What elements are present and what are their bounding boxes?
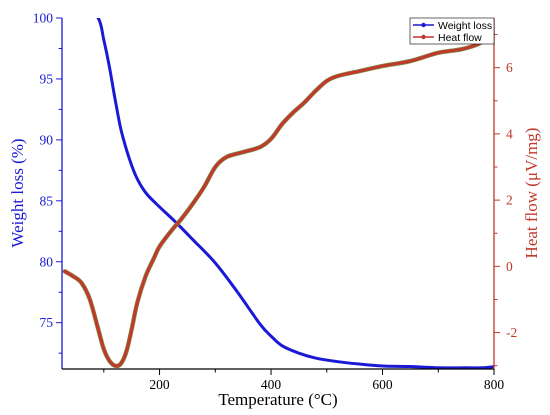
x-tick-label: 200 [149, 377, 170, 392]
right-tick-label: 0 [506, 259, 513, 274]
series-line-weight-loss [96, 18, 494, 369]
x-tick-label: 600 [372, 377, 393, 392]
series-line-heat-flow-shadow [62, 32, 494, 369]
left-tick-label: 95 [40, 71, 54, 86]
x-axis-label: Temperature (°C) [218, 390, 337, 409]
legend-box [409, 17, 495, 45]
ticks-layer: 200 400 600 800 75 80 85 90 95 100 -2 0 2 4 6 [33, 11, 518, 393]
series-line-heat-flow [63, 33, 494, 368]
right-axis-label: Heat flow (μV/mg) [522, 128, 541, 259]
legend-label-weight-loss: Weight loss [438, 20, 492, 32]
x-tick-label: 400 [261, 377, 282, 392]
legend-marker-heat-flow [421, 34, 426, 40]
left-tick-label: 90 [40, 132, 54, 147]
right-tick-label: 4 [506, 126, 513, 141]
left-tick-label: 85 [40, 193, 54, 208]
right-tick-label: 6 [506, 60, 513, 75]
legend: Weight loss Heat flow [409, 17, 495, 45]
right-tick-label: -2 [506, 325, 517, 340]
left-tick-label: 80 [40, 254, 54, 269]
series-layer [62, 18, 494, 369]
left-tick-label: 100 [33, 11, 54, 26]
right-tick-label: 2 [506, 193, 513, 208]
legend-label-heat-flow: Heat flow [438, 32, 482, 44]
legend-marker-weight-loss [421, 22, 426, 28]
x-tick-label: 800 [484, 377, 505, 392]
axes-frame [61, 18, 495, 370]
left-axis-label: Weight loss (%) [8, 138, 27, 247]
left-tick-label: 75 [40, 315, 54, 330]
